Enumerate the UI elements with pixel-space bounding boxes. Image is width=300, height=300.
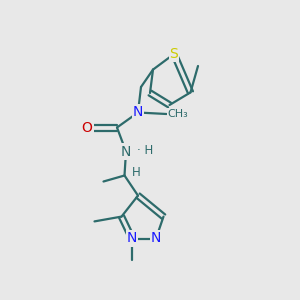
- Text: · H: · H: [137, 143, 154, 157]
- Text: N: N: [121, 145, 131, 158]
- Text: N: N: [127, 232, 137, 245]
- Text: O: O: [82, 121, 92, 134]
- Text: H: H: [132, 166, 141, 179]
- Text: N: N: [133, 106, 143, 119]
- Text: S: S: [169, 47, 178, 61]
- Text: N: N: [151, 232, 161, 245]
- Text: CH₃: CH₃: [167, 109, 188, 119]
